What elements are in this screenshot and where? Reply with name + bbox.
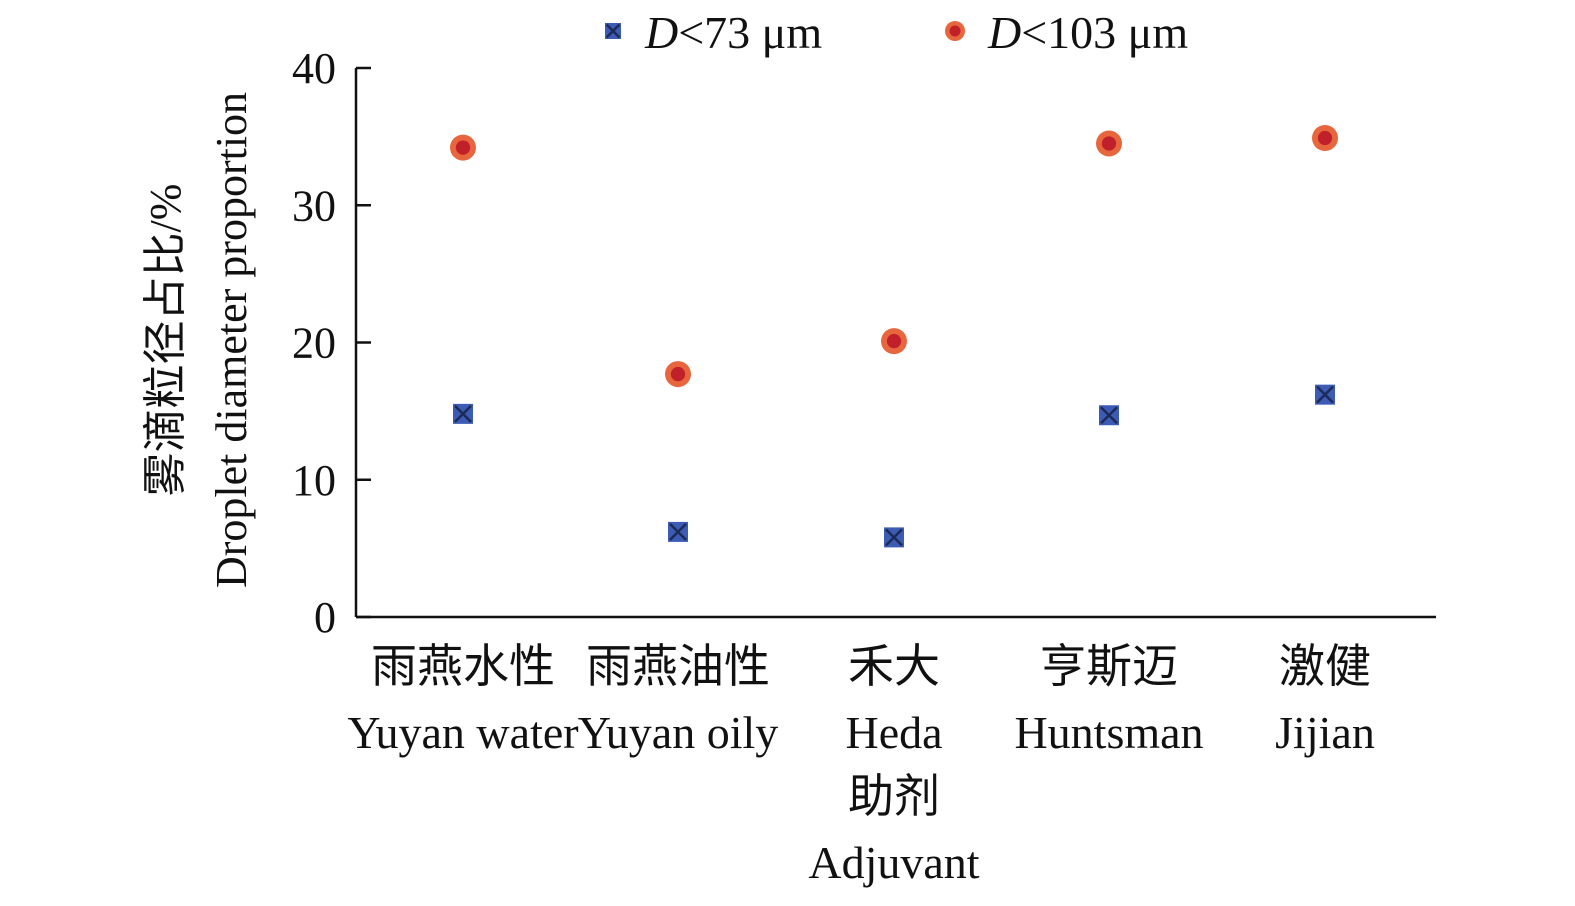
- legend: D<73 μm D<103 μm: [605, 7, 1188, 58]
- y-tick-label: 0: [314, 593, 336, 642]
- x-axis-title-en: Adjuvant: [808, 837, 979, 888]
- legend-marker-circle: [945, 21, 965, 41]
- x-category-label-zh: 激健: [1279, 641, 1371, 692]
- legend-label-d73: D<73 μm: [644, 7, 822, 58]
- y-axis-title-zh: 雾滴粒径占比/%: [141, 184, 190, 497]
- x-category-label-en: Jijian: [1275, 707, 1375, 758]
- legend-marker-square: [605, 23, 621, 39]
- legend-item-d73: D<73 μm: [605, 7, 822, 58]
- legend-circle-icon: [945, 21, 965, 41]
- legend-item-d103: D<103 μm: [945, 7, 1188, 58]
- data-point-d103: [450, 134, 476, 161]
- y-tick-label: 30: [292, 181, 336, 230]
- data-points: [450, 124, 1338, 548]
- y-tick-label: 20: [292, 319, 336, 368]
- x-category-label-en: Heda: [845, 707, 942, 758]
- data-point-d103: [1096, 130, 1122, 157]
- data-point-d103: [665, 361, 691, 388]
- x-category-label-en: Huntsman: [1014, 707, 1203, 758]
- y-ticks: 0 10 20 30 40: [292, 44, 371, 642]
- x-category-label-en: Yuyan oily: [578, 707, 779, 758]
- x-category-label-en: Yuyan water: [347, 707, 578, 758]
- data-point-d73: [884, 527, 904, 548]
- data-point-d73: [453, 403, 473, 424]
- data-point-d103: [1312, 124, 1338, 151]
- x-axis-title-zh: 助剂: [848, 771, 940, 822]
- x-category-label-zh: 禾大: [848, 641, 940, 692]
- x-category-label-zh: 雨燕油性: [586, 641, 770, 692]
- data-point-d73: [1315, 384, 1335, 405]
- data-point-d103: [881, 328, 907, 355]
- y-tick-label: 40: [292, 44, 336, 93]
- legend-label-d103: D<103 μm: [987, 7, 1188, 58]
- x-category-label-zh: 亨斯迈: [1040, 641, 1178, 692]
- y-axis-title-en: Droplet diameter proportion: [207, 92, 256, 588]
- data-point-d73: [668, 521, 688, 542]
- legend-square-icon: [605, 23, 621, 39]
- x-category-label-zh: 雨燕水性: [371, 641, 555, 692]
- data-point-d73: [1099, 405, 1119, 426]
- y-tick-label: 10: [292, 456, 336, 505]
